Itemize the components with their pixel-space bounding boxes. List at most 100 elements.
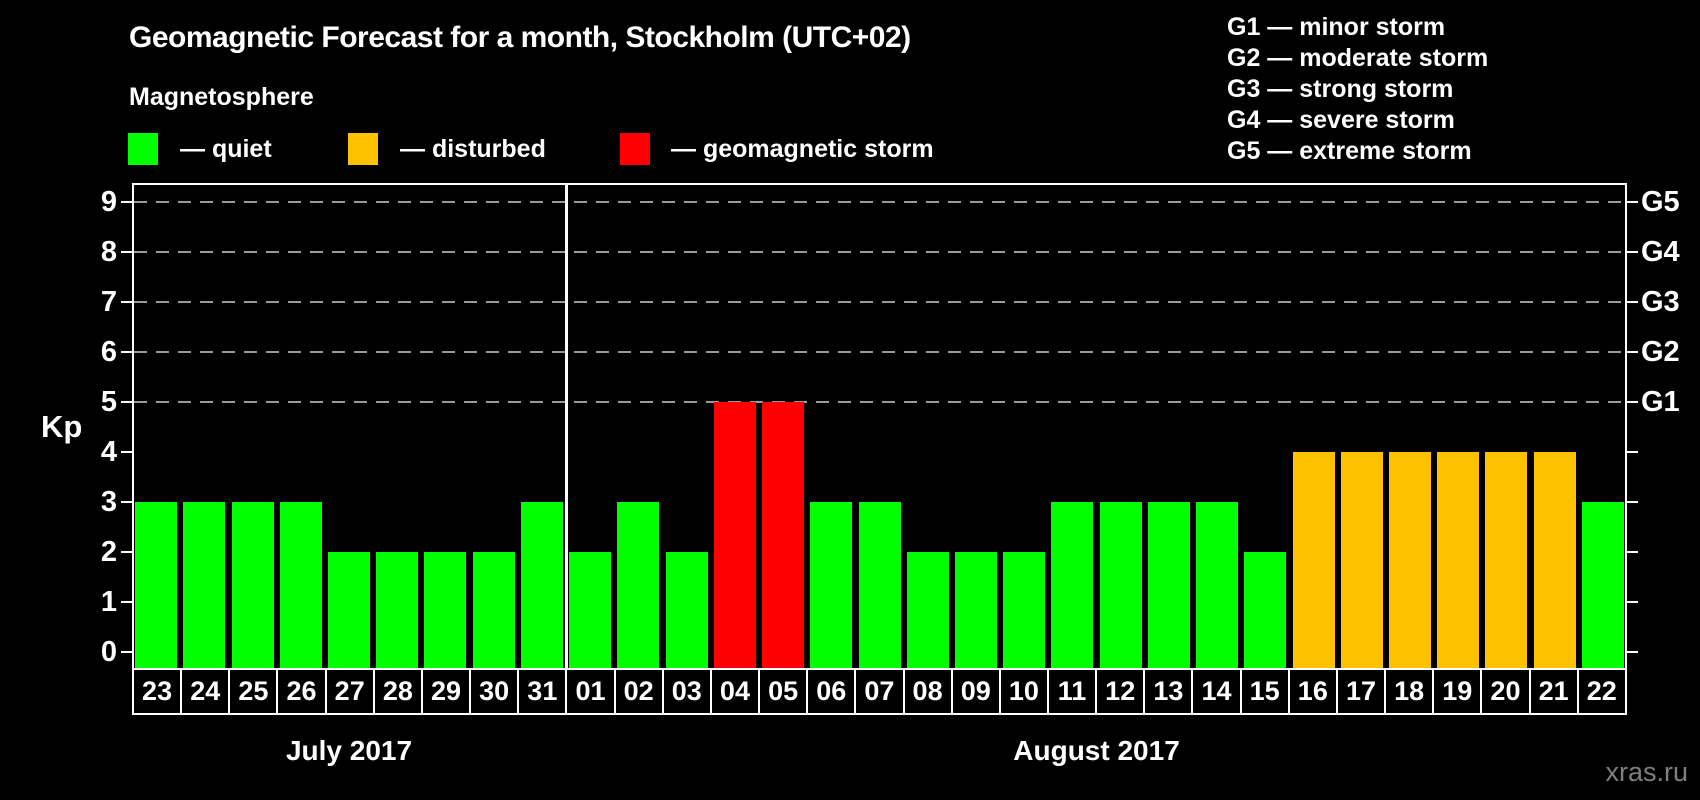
day-label-02: 02 [613, 668, 664, 715]
gridline-kp9 [134, 201, 1625, 203]
kp-bar-day-30 [472, 552, 515, 668]
day-label-25: 25 [228, 668, 279, 715]
y-axis-tick-label: 0 [100, 636, 117, 668]
left-axis-tick [121, 551, 132, 553]
day-label-13: 13 [1143, 668, 1194, 715]
storm-scale-g1: G1 — minor storm [1227, 13, 1446, 41]
day-label-31: 31 [517, 668, 568, 715]
left-axis-tick [121, 651, 132, 653]
day-label-10: 10 [998, 668, 1049, 715]
day-label-17: 17 [1335, 668, 1387, 715]
day-label-09: 09 [950, 668, 1001, 715]
right-axis-tick [1627, 301, 1638, 303]
month-separator-line [564, 183, 568, 668]
kp-bar-day-02 [617, 502, 660, 668]
plot-frame-top [132, 183, 1627, 185]
storm-scale-g5: G5 — extreme storm [1227, 137, 1472, 165]
gridline-kp8 [134, 251, 1625, 253]
storm-color-swatch [620, 133, 650, 165]
left-axis-tick [121, 601, 132, 603]
kp-bar-day-11 [1051, 502, 1094, 668]
right-axis-tick [1627, 551, 1638, 553]
day-label-11: 11 [1046, 668, 1098, 715]
y-axis-tick-label: 9 [100, 186, 117, 218]
day-label-04: 04 [709, 668, 761, 715]
y-axis-tick-label: 5 [100, 386, 117, 418]
kp-bar-day-17 [1340, 452, 1383, 668]
legend-label: — disturbed [400, 135, 546, 163]
kp-bar-day-08 [906, 552, 949, 668]
day-label-28: 28 [372, 668, 423, 715]
day-label-07: 07 [854, 668, 905, 715]
right-axis-label-g3: G3 [1641, 286, 1680, 318]
day-label-22: 22 [1576, 668, 1627, 715]
left-axis-tick [121, 401, 132, 403]
gridline-kp6 [134, 351, 1625, 353]
left-axis-tick [121, 251, 132, 253]
x-axis-day-labels: 23 24 25 26 27 28 29 30 31 01 02 03 04 05 06 07 08 09 10 11… [132, 668, 1627, 715]
legend-label: — geomagnetic storm [671, 135, 934, 163]
left-axis-tick [121, 301, 132, 303]
kp-bar-day-27 [328, 552, 371, 668]
kp-bar-day-21 [1533, 452, 1576, 668]
left-axis-tick [121, 201, 132, 203]
day-label-03: 03 [661, 668, 712, 715]
kp-bar-day-13 [1147, 502, 1190, 668]
day-label-29: 29 [420, 668, 472, 715]
kp-bar-day-22 [1581, 502, 1624, 668]
kp-bar-day-01 [569, 552, 612, 668]
kp-bar-day-05 [762, 402, 805, 668]
kp-bar-day-26 [279, 502, 322, 668]
day-label-16: 16 [1287, 668, 1338, 715]
day-label-26: 26 [276, 668, 327, 715]
day-label-08: 08 [902, 668, 953, 715]
kp-bar-day-12 [1099, 502, 1142, 668]
day-label-05: 05 [758, 668, 809, 715]
kp-bar-day-07 [858, 502, 901, 668]
kp-bar-day-20 [1485, 452, 1528, 668]
kp-bar-day-31 [520, 502, 563, 668]
kp-bar-day-14 [1196, 502, 1239, 668]
chart-title: Geomagnetic Forecast for a month, Stockh… [129, 21, 911, 54]
y-axis-tick-label: 7 [100, 286, 117, 318]
magnetosphere-label: Magnetosphere [129, 83, 314, 111]
y-axis-tick-label: 4 [100, 436, 117, 468]
right-axis-label-g4: G4 [1641, 236, 1680, 268]
left-axis-tick [121, 451, 132, 453]
kp-bar-day-06 [810, 502, 853, 668]
kp-bar-day-10 [1003, 552, 1046, 668]
month-label-august: August 2017 [1013, 735, 1180, 766]
day-label-24: 24 [180, 668, 231, 715]
disturbed-color-swatch [348, 133, 378, 165]
day-label-18: 18 [1384, 668, 1435, 715]
plot-frame-left [132, 183, 134, 668]
kp-bar-day-15 [1244, 552, 1287, 668]
right-axis-tick [1627, 651, 1638, 653]
kp-bar-day-03 [665, 552, 708, 668]
day-label-30: 30 [469, 668, 520, 715]
right-axis-tick [1627, 251, 1638, 253]
y-axis-tick-label: 1 [100, 586, 117, 618]
kp-bar-day-23 [135, 502, 178, 668]
day-label-12: 12 [1095, 668, 1146, 715]
day-label-06: 06 [806, 668, 857, 715]
left-axis-tick [121, 351, 132, 353]
right-axis-tick [1627, 351, 1638, 353]
kp-bar-day-25 [231, 502, 274, 668]
kp-bar-day-29 [424, 552, 467, 668]
right-axis-tick [1627, 201, 1638, 203]
right-axis-label-g5: G5 [1641, 186, 1680, 218]
quiet-color-swatch [128, 133, 158, 165]
kp-bar-day-24 [183, 502, 226, 668]
month-label-july: July 2017 [285, 735, 413, 766]
storm-scale-g4: G4 — severe storm [1227, 106, 1455, 134]
y-axis-tick-label: 3 [100, 486, 117, 518]
kp-bar-day-09 [954, 552, 997, 668]
day-label-27: 27 [324, 668, 375, 715]
kp-bar-day-19 [1437, 452, 1480, 668]
day-label-21: 21 [1528, 668, 1579, 715]
kp-bar-day-04 [713, 402, 756, 668]
left-axis-tick [121, 501, 132, 503]
y-axis-tick-label: 2 [100, 536, 117, 568]
